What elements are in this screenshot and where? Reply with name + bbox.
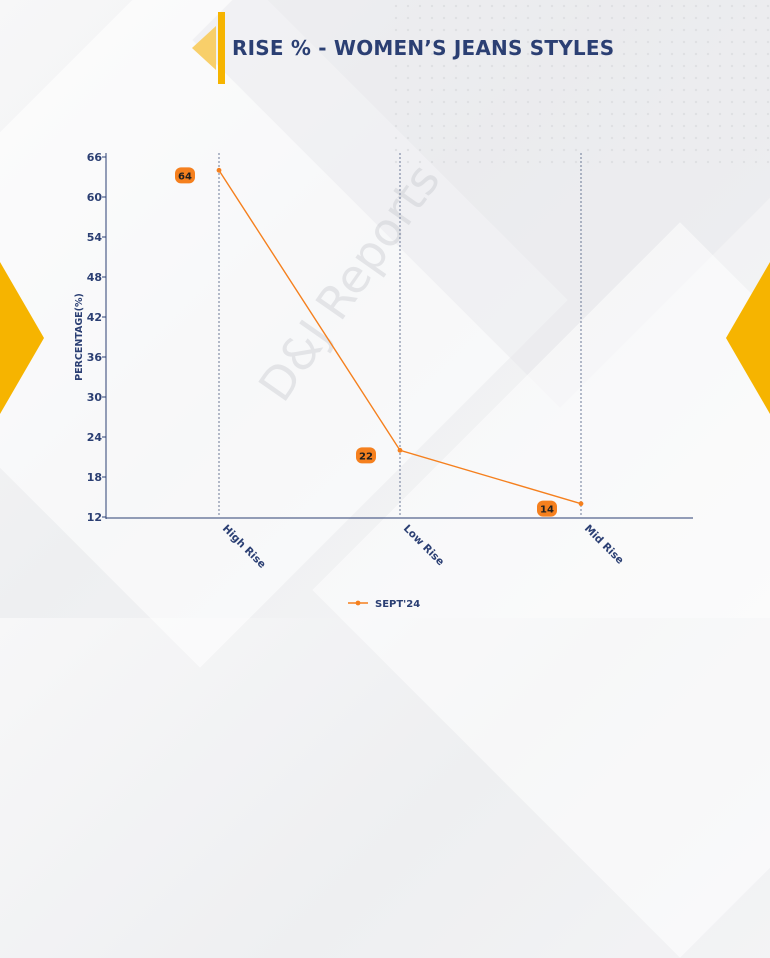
y-tick-label: 30 (87, 391, 103, 404)
title-block: RISE % - WOMEN’S JEANS STYLES (190, 12, 614, 84)
data-label: 14 (540, 505, 554, 516)
data-point (578, 501, 584, 507)
y-tick-label: 48 (87, 271, 102, 284)
data-label-badge (175, 167, 195, 184)
y-tick-label: 18 (87, 471, 102, 484)
data-label-badge (356, 447, 376, 464)
data-label: 22 (359, 451, 373, 462)
page-title: RISE % - WOMEN’S JEANS STYLES (232, 36, 615, 60)
x-tick-label: Mid Rise (582, 523, 626, 567)
data-label: 64 (178, 171, 192, 182)
y-tick-label: 60 (87, 191, 103, 204)
data-point (397, 447, 403, 453)
right-accent-arrow (726, 262, 770, 414)
y-tick-label: 12 (87, 511, 102, 524)
x-tick-label: Low Rise (401, 523, 446, 568)
y-tick-label: 66 (87, 151, 103, 164)
y-tick-label: 24 (87, 431, 103, 444)
y-tick-label: 54 (87, 231, 103, 244)
x-tick-label: High Rise (220, 523, 268, 571)
data-point (216, 167, 222, 173)
y-tick-label: 36 (87, 351, 103, 364)
background-dot-pattern (390, 0, 770, 170)
legend-marker (355, 600, 361, 606)
left-accent-arrow (0, 262, 44, 414)
line-chart: 12 18 24 30 36 42 48 54 60 66 PERCENTAGE(%) High Ri… (74, 151, 693, 610)
y-axis-label: PERCENTAGE(%) (74, 293, 85, 381)
title-accent-icon (190, 12, 226, 84)
data-label-badge (537, 500, 557, 517)
legend-label: SEPT'24 (375, 599, 420, 610)
y-tick-label: 42 (87, 311, 102, 324)
